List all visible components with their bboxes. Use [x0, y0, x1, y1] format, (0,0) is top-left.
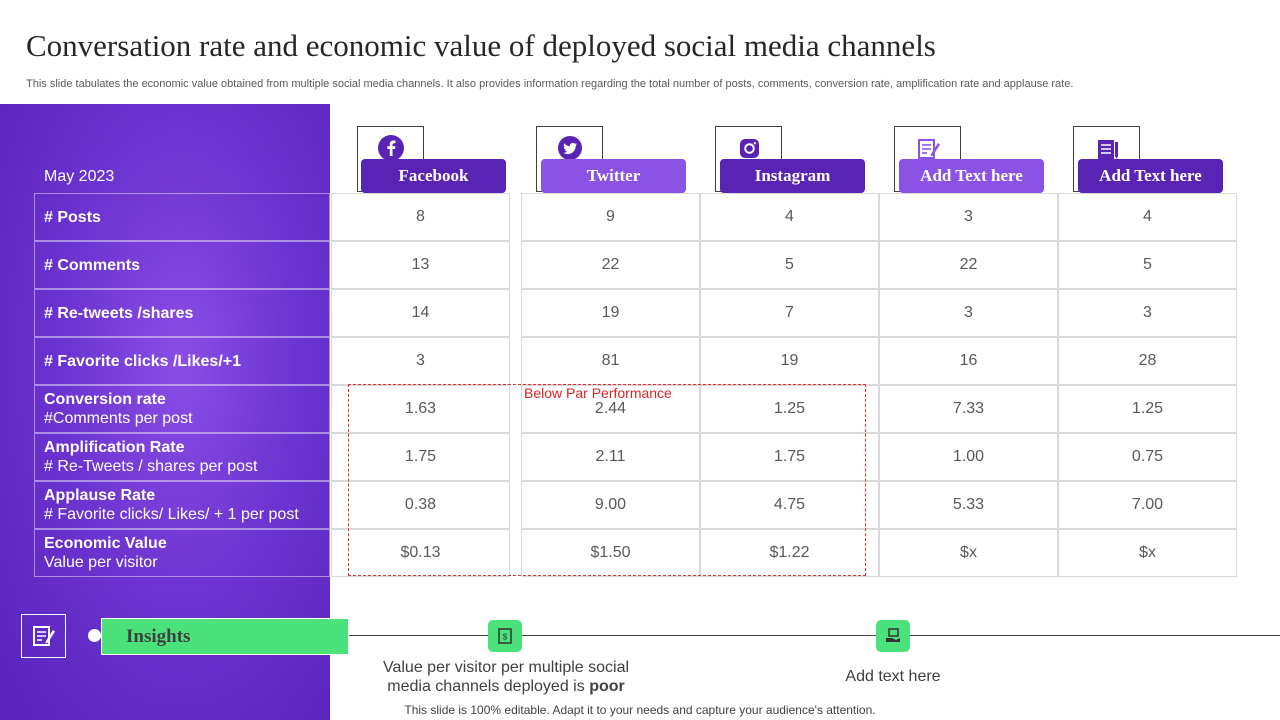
- table-cell: 0.75: [1058, 433, 1237, 481]
- channel-header-twitter: Twitter: [541, 159, 686, 193]
- svg-text:$: $: [503, 633, 508, 642]
- insights-title: Insights: [101, 618, 349, 655]
- table-cell: 7.33: [879, 385, 1058, 433]
- page-title: Conversation rate and economic value of …: [26, 28, 936, 63]
- table-cell: $x: [1058, 529, 1237, 577]
- table-cell: 4: [700, 193, 879, 241]
- insights-icon-box: [21, 614, 66, 658]
- row-sublabel: # Re-Tweets / shares per post: [44, 458, 258, 475]
- row-header-favorites: # Favorite clicks /Likes/+1: [34, 337, 330, 385]
- table-cell: 4.75: [700, 481, 879, 529]
- channel-header-instagram: Instagram: [720, 159, 865, 193]
- row-header-economic-value: Economic Value Value per visitor: [34, 529, 330, 577]
- date-label: May 2023: [44, 168, 115, 185]
- table-cell: 9: [521, 193, 700, 241]
- table-cell: 5: [700, 241, 879, 289]
- twitter-icon: [558, 136, 582, 160]
- row-header-conversion-rate: Conversion rate #Comments per post: [34, 385, 330, 433]
- channel-header-custom-2: Add Text here: [1078, 159, 1223, 193]
- table-cell: 3: [331, 337, 510, 385]
- row-sublabel: # Favorite clicks/ Likes/ + 1 per post: [44, 506, 299, 523]
- row-label: Conversion rate: [44, 391, 166, 408]
- table-cell: 1.75: [331, 433, 510, 481]
- footer-note: This slide is 100% editable. Adapt it to…: [404, 703, 876, 717]
- row-sublabel: #Comments per post: [44, 410, 193, 427]
- insight-2-icon-box: [876, 620, 910, 652]
- timeline-dot: [88, 629, 101, 642]
- below-par-highlight: [348, 384, 866, 576]
- row-header-posts: # Posts: [34, 193, 330, 241]
- table-cell: $x: [879, 529, 1058, 577]
- table-cell: 19: [521, 289, 700, 337]
- table-cell: 19: [700, 337, 879, 385]
- row-label: Applause Rate: [44, 487, 156, 504]
- table-cell: 1.25: [1058, 385, 1237, 433]
- below-par-label: Below Par Performance: [524, 385, 672, 401]
- table-cell: 1.25: [700, 385, 879, 433]
- document-check-icon: $: [498, 628, 512, 644]
- table-cell: 2.11: [521, 433, 700, 481]
- table-cell: 9.00: [521, 481, 700, 529]
- insight-1-body: Value per visitor per multiple social me…: [382, 659, 630, 695]
- row-header-amplification-rate: Amplification Rate # Re-Tweets / shares …: [34, 433, 330, 481]
- table-cell: 8: [331, 193, 510, 241]
- table-cell: 3: [879, 289, 1058, 337]
- row-label: # Comments: [44, 256, 141, 274]
- table-cell: 14: [331, 289, 510, 337]
- insight-2-text: Add text here: [845, 668, 941, 685]
- table-cell: 13: [331, 241, 510, 289]
- page-subtitle: This slide tabulates the economic value …: [26, 78, 1074, 90]
- table-cell: 22: [879, 241, 1058, 289]
- document-icon: [1098, 140, 1118, 159]
- row-header-comments: # Comments: [34, 241, 330, 289]
- table-cell: 22: [521, 241, 700, 289]
- table-cell: 7.00: [1058, 481, 1237, 529]
- table-cell: 81: [521, 337, 700, 385]
- insight-1-emphasis: poor: [589, 678, 625, 695]
- table-cell: 3: [1058, 289, 1237, 337]
- table-cell: 2.44: [521, 385, 700, 433]
- table-cell: $0.13: [331, 529, 510, 577]
- table-cell: 28: [1058, 337, 1237, 385]
- table-cell: 5.33: [879, 481, 1058, 529]
- row-sublabel: Value per visitor: [44, 554, 158, 571]
- table-cell: 5: [1058, 241, 1237, 289]
- channel-header-facebook: Facebook: [361, 159, 506, 193]
- notepad-icon: [33, 626, 55, 646]
- table-cell: $1.22: [700, 529, 879, 577]
- table-cell: 1.63: [331, 385, 510, 433]
- channel-header-custom-1: Add Text here: [899, 159, 1044, 193]
- row-header-retweets: # Re-tweets /shares: [34, 289, 330, 337]
- table-cell: 16: [879, 337, 1058, 385]
- timeline-line: [100, 635, 1280, 636]
- row-label: # Favorite clicks /Likes/+1: [44, 352, 242, 370]
- notepad-icon: [918, 139, 940, 159]
- insight-1-text: Value per visitor per multiple social me…: [370, 658, 642, 696]
- row-header-applause-rate: Applause Rate # Favorite clicks/ Likes/ …: [34, 481, 330, 529]
- hand-coin-icon: [886, 628, 900, 642]
- table-cell: 3: [879, 193, 1058, 241]
- table-cell: $1.50: [521, 529, 700, 577]
- instagram-icon: [740, 139, 759, 158]
- row-label: # Posts: [44, 208, 101, 226]
- row-label: Amplification Rate: [44, 439, 185, 456]
- table-cell: 7: [700, 289, 879, 337]
- table-cell: 0.38: [331, 481, 510, 529]
- table-cell: 1.00: [879, 433, 1058, 481]
- table-cell: 4: [1058, 193, 1237, 241]
- row-header-panel: [0, 104, 330, 720]
- row-label: Economic Value: [44, 535, 167, 552]
- table-cell: 1.75: [700, 433, 879, 481]
- facebook-icon: [378, 135, 404, 161]
- row-label: # Re-tweets /shares: [44, 304, 194, 322]
- insight-1-icon-box: $: [488, 620, 522, 652]
